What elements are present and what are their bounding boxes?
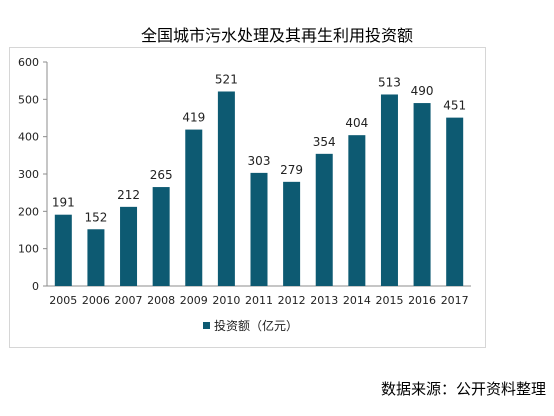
bar-2005 (54, 214, 72, 286)
x-tick-label-2010: 2010 (212, 294, 240, 307)
data-label-2005: 191 (52, 196, 75, 210)
y-tick-label: 100 (18, 243, 39, 256)
bar-2012 (283, 181, 301, 286)
y-tick-label: 0 (32, 280, 39, 293)
data-label-2014: 404 (345, 116, 368, 130)
legend-label: 投资额（亿元） (214, 318, 298, 333)
y-tick-label: 300 (18, 168, 39, 181)
y-tick-label: 200 (18, 205, 39, 218)
x-tick-label-2012: 2012 (278, 294, 306, 307)
x-tick-label-2009: 2009 (180, 294, 208, 307)
data-label-2016: 490 (411, 84, 434, 98)
data-label-2013: 354 (313, 135, 336, 149)
data-label-2015: 513 (378, 75, 401, 89)
x-tick-label-2005: 2005 (49, 294, 77, 307)
bar-2007 (120, 206, 138, 286)
x-tick-label-2016: 2016 (408, 294, 436, 307)
bar-2015 (380, 94, 398, 286)
bar-2009 (185, 129, 203, 286)
bar-2010 (217, 91, 235, 286)
x-axis-ticks: 2005 2006 2007 2008 2009 2010 2011 2012 2013 2014… (49, 294, 468, 307)
x-tick-label-2006: 2006 (82, 294, 110, 307)
data-label-2007: 212 (117, 188, 140, 202)
bar-2014 (348, 135, 366, 286)
data-label-2006: 152 (84, 210, 107, 224)
y-tick-label: 400 (18, 131, 39, 144)
bar-2006 (87, 229, 105, 286)
legend: 投资额（亿元） (203, 318, 298, 333)
data-label-2010: 521 (215, 72, 238, 86)
bar-2011 (250, 172, 268, 286)
x-tick-label-2013: 2013 (310, 294, 338, 307)
legend-swatch (203, 322, 210, 329)
source-note: 数据来源：公开资料整理 (380, 380, 546, 398)
bar-2017 (446, 117, 464, 286)
y-tick-label: 500 (18, 93, 39, 106)
bar-2016 (413, 103, 431, 286)
data-label-2012: 279 (280, 163, 303, 177)
data-label-2009: 419 (182, 111, 205, 125)
data-label-2008: 265 (150, 168, 173, 182)
x-tick-label-2014: 2014 (343, 294, 371, 307)
chart-frame (9, 47, 486, 348)
data-label-2017: 451 (443, 99, 466, 113)
x-tick-label-2007: 2007 (115, 294, 143, 307)
bar-series: 191 152 212 265 419 521 303 279 354 404 513 490 451 (52, 72, 466, 286)
x-tick-label-2011: 2011 (245, 294, 273, 307)
y-tick-label: 600 (18, 56, 39, 69)
bar-2013 (315, 153, 333, 286)
data-label-2011: 303 (248, 154, 271, 168)
x-tick-label-2015: 2015 (375, 294, 403, 307)
chart-title: 全国城市污水处理及其再生利用投资额 (140, 26, 413, 45)
bar-2008 (152, 187, 170, 286)
x-tick-label-2017: 2017 (441, 294, 469, 307)
y-axis-ticks: 0 100 200 300 400 500 600 (18, 56, 47, 293)
x-tick-label-2008: 2008 (147, 294, 175, 307)
